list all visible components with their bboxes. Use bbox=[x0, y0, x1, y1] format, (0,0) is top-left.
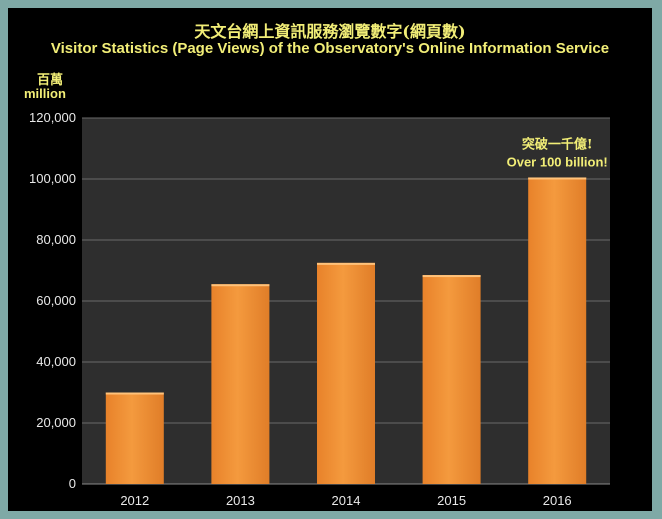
y-unit: million bbox=[24, 86, 66, 101]
x-tick-label: 2014 bbox=[332, 493, 361, 508]
bar-top-highlight bbox=[211, 284, 270, 287]
x-tick-label: 2012 bbox=[120, 493, 149, 508]
y-tick-label: 60,000 bbox=[36, 293, 76, 308]
bar-top-highlight bbox=[105, 392, 164, 395]
x-tick-label: 2015 bbox=[437, 493, 466, 508]
y-tick-label: 80,000 bbox=[36, 232, 76, 247]
bar-2012 bbox=[105, 392, 164, 484]
bar-2014 bbox=[317, 262, 375, 484]
y-unit-chinese: 百萬 bbox=[37, 73, 64, 88]
bar-chart: 0 20,000 40,000 60,000 80,000 100,000 120,000 2… bbox=[29, 110, 610, 508]
bar-2016 bbox=[528, 177, 587, 484]
bar-top-highlight bbox=[528, 177, 587, 180]
bar-2013 bbox=[211, 284, 270, 484]
chart-title-chinese: 天文台網上資訊服務瀏覽數字(網頁數) bbox=[194, 22, 466, 41]
x-tick-label: 2013 bbox=[226, 493, 255, 508]
bar-top-highlight bbox=[317, 262, 375, 265]
x-tick-label: 2016 bbox=[543, 493, 572, 508]
y-tick-label: 120,000 bbox=[29, 110, 76, 125]
y-tick-label: 20,000 bbox=[36, 415, 76, 430]
bar-top-highlight bbox=[422, 275, 481, 278]
annotation-label: Over 100 billion! bbox=[507, 154, 608, 169]
y-tick-label: 40,000 bbox=[36, 354, 76, 369]
chart-frame: 天文台網上資訊服務瀏覽數字(網頁數) Visitor Statistics (P… bbox=[8, 8, 652, 511]
y-tick-label: 100,000 bbox=[29, 171, 76, 186]
chart-title: Visitor Statistics (Page Views) of the O… bbox=[50, 40, 610, 57]
bar-2015 bbox=[422, 275, 481, 484]
y-tick-label: 0 bbox=[69, 476, 76, 491]
annotation-chinese: 突破一千億! bbox=[522, 136, 593, 152]
